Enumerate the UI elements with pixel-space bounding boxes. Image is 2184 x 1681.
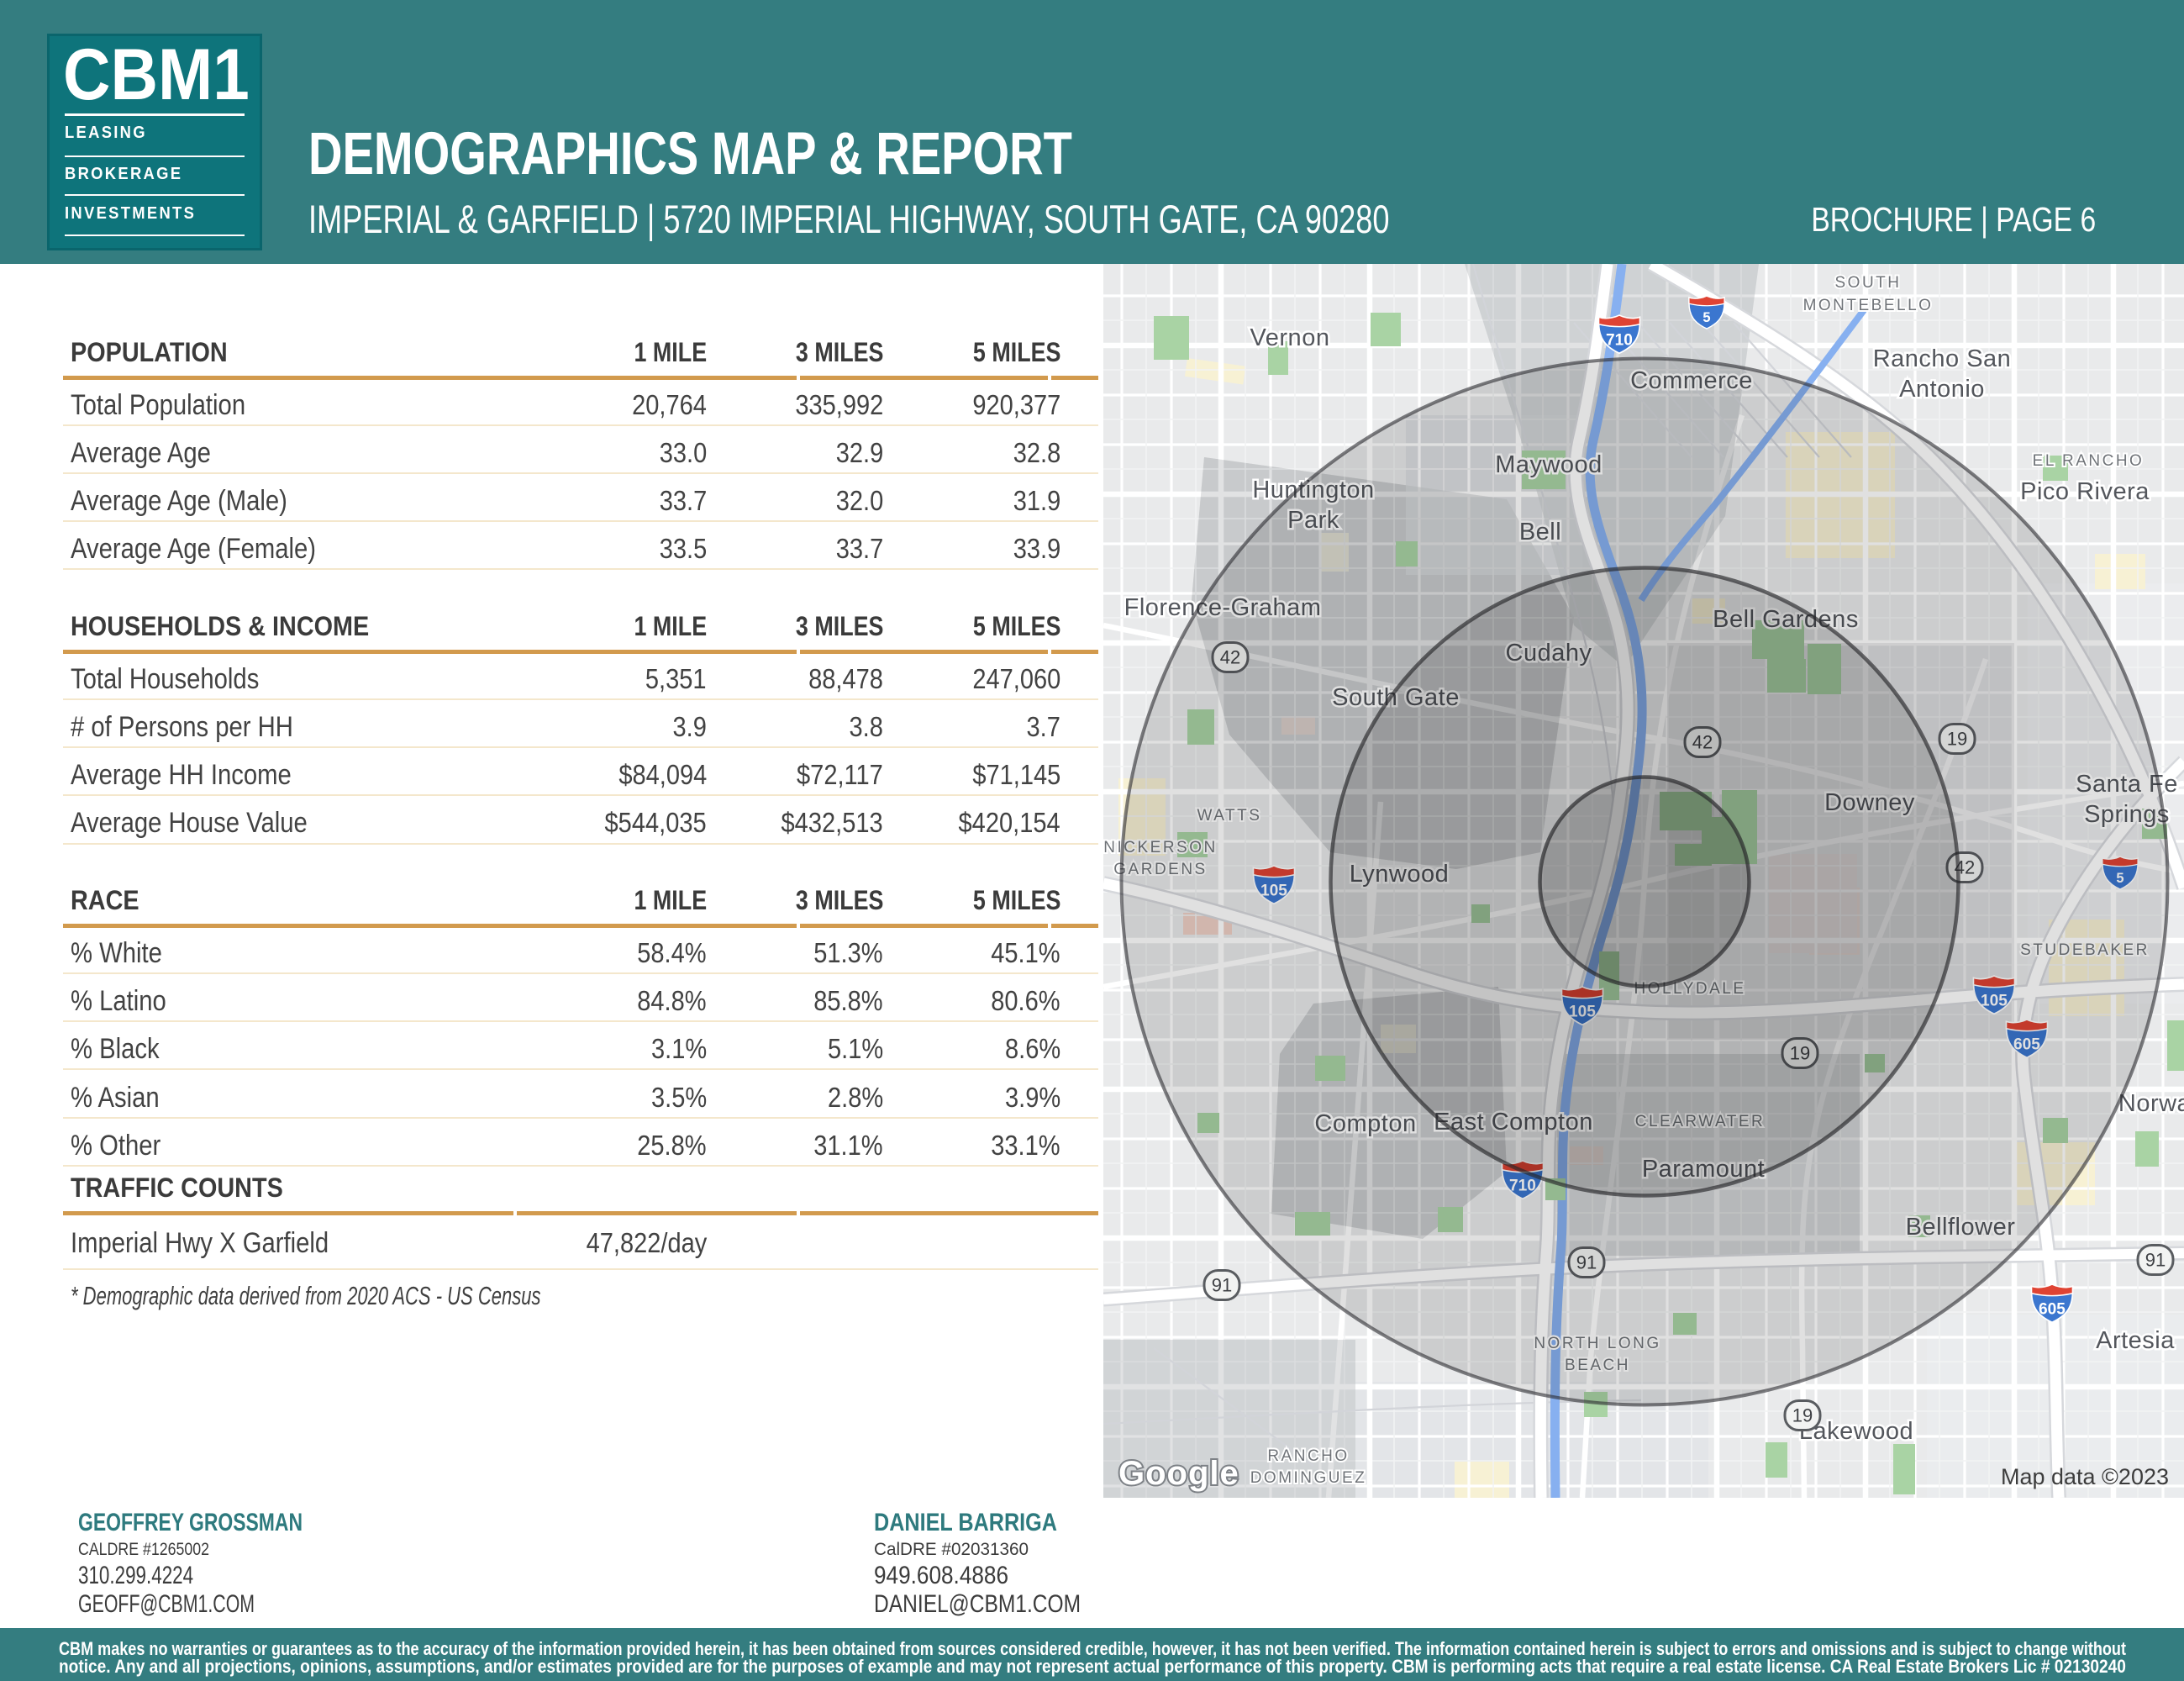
svg-text:EL RANCHO: EL RANCHO	[2033, 452, 2145, 470]
svg-text:East Compton: East Compton	[1434, 1109, 1593, 1136]
svg-text:Cudahy: Cudahy	[1506, 640, 1592, 667]
svg-text:GARDENS: GARDENS	[1113, 861, 1207, 878]
svg-text:105: 105	[1569, 1004, 1596, 1021]
svg-text:HOLLYDALE: HOLLYDALE	[1634, 980, 1745, 998]
svg-text:Springs: Springs	[2084, 801, 2170, 828]
svg-text:91: 91	[1212, 1275, 1232, 1296]
svg-text:Lynwood: Lynwood	[1350, 861, 1450, 888]
svg-text:19: 19	[1947, 729, 1967, 750]
svg-text:BEACH: BEACH	[1565, 1357, 1630, 1374]
svg-text:Bell Gardens: Bell Gardens	[1713, 606, 1859, 633]
svg-text:CLEARWATER: CLEARWATER	[1635, 1113, 1766, 1130]
svg-text:710: 710	[1606, 332, 1633, 350]
svg-text:42: 42	[1692, 732, 1713, 753]
svg-text:Maywood: Maywood	[1495, 451, 1602, 478]
svg-text:Artesia: Artesia	[2096, 1327, 2175, 1354]
svg-text:DOMINGUEZ: DOMINGUEZ	[1250, 1469, 1367, 1487]
svg-text:Bell: Bell	[1519, 519, 1561, 545]
svg-text:Pico Rivera: Pico Rivera	[2020, 478, 2150, 505]
svg-text:SOUTH: SOUTH	[1835, 274, 1902, 292]
svg-text:Google: Google	[1118, 1455, 1239, 1492]
svg-text:91: 91	[1576, 1252, 1597, 1273]
svg-text:605: 605	[2039, 1301, 2066, 1319]
svg-text:Commerce: Commerce	[1630, 367, 1753, 394]
svg-text:Florence-Graham: Florence-Graham	[1124, 594, 1322, 621]
svg-text:Vernon: Vernon	[1250, 324, 1330, 351]
svg-text:Huntington: Huntington	[1252, 477, 1374, 503]
svg-text:STUDEBAKER: STUDEBAKER	[2020, 941, 2150, 959]
svg-text:Park: Park	[1287, 507, 1339, 534]
svg-text:42: 42	[1220, 647, 1240, 668]
svg-text:Antonio: Antonio	[1899, 376, 1985, 403]
svg-text:5: 5	[1702, 310, 1710, 325]
svg-text:Downey: Downey	[1824, 789, 1915, 816]
svg-text:Norwalk: Norwalk	[2118, 1090, 2184, 1117]
svg-text:105: 105	[1260, 883, 1287, 900]
svg-text:19: 19	[1792, 1405, 1813, 1426]
svg-text:605: 605	[2013, 1036, 2040, 1054]
svg-text:RANCHO: RANCHO	[1267, 1447, 1349, 1465]
svg-text:91: 91	[2145, 1250, 2166, 1271]
svg-text:710: 710	[1509, 1178, 1536, 1195]
svg-text:Bellflower: Bellflower	[1906, 1214, 2016, 1241]
svg-text:Map data ©2023: Map data ©2023	[2001, 1464, 2169, 1489]
svg-text:Compton: Compton	[1314, 1110, 1416, 1137]
svg-text:105: 105	[1981, 993, 2008, 1010]
svg-text:Rancho San: Rancho San	[1873, 345, 2012, 372]
svg-text:NORTH LONG: NORTH LONG	[1534, 1335, 1660, 1352]
svg-text:MONTEBELLO: MONTEBELLO	[1803, 297, 1934, 314]
svg-text:WATTS: WATTS	[1197, 807, 1262, 825]
svg-text:19: 19	[1790, 1043, 1810, 1064]
svg-text:5: 5	[2116, 871, 2123, 886]
svg-text:Lakewood: Lakewood	[1799, 1418, 1913, 1445]
